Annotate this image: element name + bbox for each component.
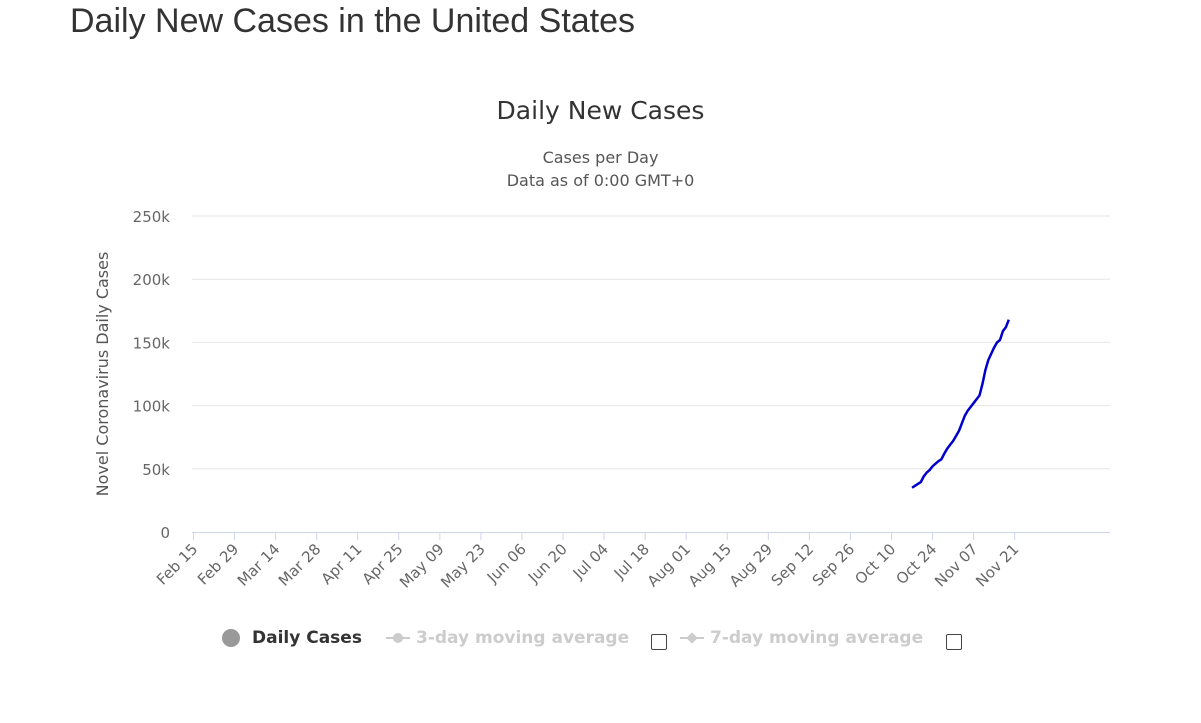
legend: Daily Cases 3-day moving average 7-day m… [0, 628, 1201, 658]
chart-subtitle-date: Data as of 0:00 GMT+0 [506, 171, 695, 190]
y-tick-label: 150k [133, 334, 171, 352]
x-tick-label: May 23 [437, 540, 489, 592]
x-tick-label: Feb 15 [153, 540, 201, 588]
legend-label: 7-day moving average [710, 628, 924, 648]
legend-item-3-day-average[interactable]: 3-day moving average [386, 628, 629, 648]
legend-item-7-day-average[interactable]: 7-day moving average [680, 628, 923, 648]
trend-line [911, 319, 1010, 489]
line-circle-marker-icon [386, 629, 410, 647]
chart-title: Daily New Cases [496, 96, 705, 125]
x-tick-label: Sep 12 [768, 540, 818, 590]
x-tick-label: Feb 29 [194, 540, 242, 588]
circle-marker-icon [222, 629, 240, 647]
legend-item-daily-cases[interactable]: Daily Cases [222, 628, 362, 648]
legend-label: 3-day moving average [416, 628, 630, 648]
3-day-average-checkbox[interactable] [651, 634, 667, 650]
x-tick-label: Mar 28 [275, 540, 325, 590]
legend-label: Daily Cases [252, 628, 362, 648]
y-tick-label: 50k [142, 461, 170, 479]
y-tick-label: 100k [133, 398, 171, 416]
x-tick-label: Aug 29 [726, 540, 776, 590]
y-tick-label: 200k [133, 271, 171, 289]
x-tick-label: Oct 10 [851, 540, 899, 588]
x-tick-label: Jun 20 [524, 540, 571, 587]
x-tick-label: Nov 07 [931, 540, 981, 590]
x-tick-label: Sep 26 [809, 540, 859, 590]
x-tick-label: Nov 21 [972, 540, 1022, 590]
x-tick-label: Mar 14 [234, 540, 284, 590]
grid-lines [192, 215, 1110, 470]
y-tick-label: 0 [160, 524, 170, 542]
x-tick-label: Jul 04 [569, 540, 612, 583]
x-tick-label: May 09 [396, 540, 448, 592]
x-tick-label: Jun 06 [483, 540, 530, 587]
x-tick-label: Apr 11 [318, 540, 366, 588]
trend-line-group [911, 319, 1010, 489]
axes: 0 50k 100k 150k 200k 250k Novel Coronavirus Da… [93, 208, 1110, 592]
y-axis-label: Novel Coronavirus Daily Cases [93, 252, 112, 497]
chart-subtitle: Cases per Day [542, 148, 659, 167]
line-diamond-marker-icon [680, 629, 704, 647]
x-tick-label: Aug 15 [685, 540, 735, 590]
x-tick-label: Aug 01 [644, 540, 694, 590]
7-day-average-checkbox[interactable] [946, 634, 962, 650]
y-tick-label: 250k [133, 208, 171, 226]
page-title: Daily New Cases in the United States [70, 2, 636, 40]
